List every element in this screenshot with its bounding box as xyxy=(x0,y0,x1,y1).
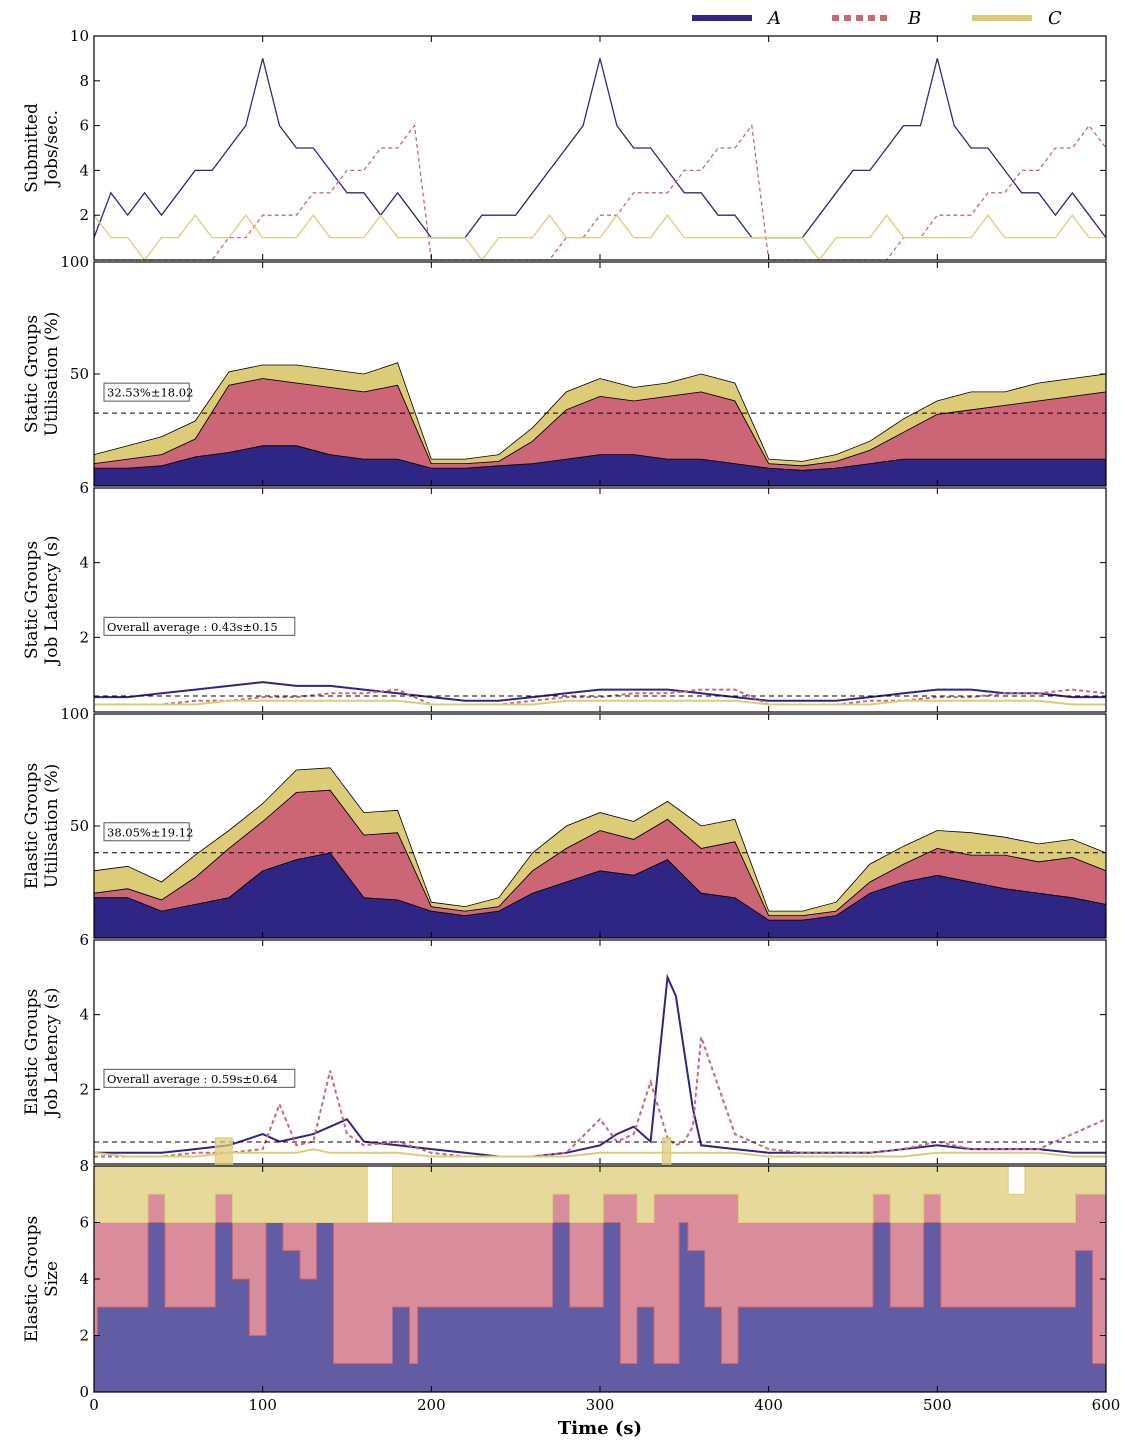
y-tick-label: 6 xyxy=(79,931,89,949)
annotation-text: Overall average : 0.43s±0.15 xyxy=(107,620,278,634)
y-tick-label: 8 xyxy=(79,1157,89,1175)
series-a-line xyxy=(94,681,1106,702)
x-tick-label: 200 xyxy=(417,1396,446,1414)
y-axis-label-line1: Elastic Groups xyxy=(22,1216,42,1342)
annotation-box xyxy=(103,382,190,402)
panel-elastic_size: 0 2 4 6 8 Elastic Groups Size xyxy=(22,1137,1107,1401)
series-c-area xyxy=(93,1137,1107,1223)
x-tick-label: 0 xyxy=(89,1396,99,1414)
panel-frame xyxy=(93,487,1107,713)
y-tick-label: 4 xyxy=(79,1006,89,1024)
y-tick-label: 6 xyxy=(79,479,89,497)
legend: A B C xyxy=(692,8,1062,29)
y-axis-label-line1: Elastic Groups xyxy=(22,989,42,1115)
y-axis-label: Elastic Groups Size xyxy=(22,1216,62,1342)
y-tick-label: 4 xyxy=(79,161,89,179)
x-tick-label: 500 xyxy=(923,1396,952,1414)
panel-static_latency: Overall average : 0.43s±0.15 2 4 6 Static Gr… xyxy=(22,479,1107,713)
x-tick-label: 300 xyxy=(586,1396,615,1414)
series-c-line xyxy=(94,699,1106,706)
panel-static_util: 32.53%±18.02 50 100 Static Groups Utilisatio… xyxy=(22,253,1107,487)
y-axis-label-line2: Utilisation (%) xyxy=(42,764,62,889)
panel-frame xyxy=(93,939,1107,1165)
y-axis-label-line2: Job Latency (s) xyxy=(42,987,62,1118)
panel-elastic_latency: Overall average : 0.59s±0.64 2 4 6 Elastic G… xyxy=(22,931,1107,1165)
y-tick-label: 8 xyxy=(79,72,89,90)
x-tick-label: 600 xyxy=(1092,1396,1121,1414)
x-tick-label: 400 xyxy=(754,1396,783,1414)
legend-label-a: A xyxy=(766,8,781,29)
y-tick-label: 100 xyxy=(60,253,89,271)
y-axis-label-line1: Elastic Groups xyxy=(22,763,42,889)
annotation-box xyxy=(103,822,190,842)
y-axis-label-line2: Utilisation (%) xyxy=(42,312,62,437)
y-axis-label: Elastic Groups Utilisation (%) xyxy=(22,763,62,889)
annotation-text: 32.53%±18.02 xyxy=(107,386,193,400)
y-tick-label: 2 xyxy=(79,628,89,646)
series-b-line xyxy=(94,1036,1107,1158)
y-axis-label: Static Groups Utilisation (%) xyxy=(22,312,62,437)
y-tick-label: 2 xyxy=(79,206,89,224)
series-c-line xyxy=(93,1148,1106,1158)
y-axis-label: Submitted Jobs/sec. xyxy=(22,103,62,193)
y-tick-label: 10 xyxy=(70,27,89,45)
y-tick-label: 100 xyxy=(60,705,89,723)
y-axis-label: Elastic Groups Job Latency (s) xyxy=(22,987,62,1118)
legend-label-c: C xyxy=(1048,8,1062,29)
x-tick-label: 100 xyxy=(248,1396,277,1414)
y-tick-label: 6 xyxy=(79,117,89,135)
legend-label-b: B xyxy=(907,8,921,29)
panel-frame xyxy=(93,35,1107,261)
y-tick-label: 4 xyxy=(79,554,89,572)
y-axis-label-line2: Jobs/sec. xyxy=(42,110,62,188)
y-tick-label: 0 xyxy=(79,1383,89,1401)
y-tick-label: 2 xyxy=(79,1080,89,1098)
panel-elastic_util: 38.05%±19.12 50 100 Elastic Groups Utilisati… xyxy=(22,705,1107,939)
y-tick-label: 2 xyxy=(79,1327,89,1345)
y-tick-label: 50 xyxy=(70,817,89,835)
series-a-line xyxy=(93,58,1107,239)
series-a-line xyxy=(94,973,1106,1158)
y-axis-label: Static Groups Job Latency (s) xyxy=(22,535,62,666)
series-b-line xyxy=(94,123,1107,261)
y-axis-label-line1: Submitted xyxy=(22,103,42,193)
y-axis-label-line2: Size xyxy=(42,1261,62,1297)
y-tick-label: 6 xyxy=(79,1214,89,1232)
annotation-text: Overall average : 0.59s±0.64 xyxy=(107,1072,278,1086)
y-axis-label-line1: Static Groups xyxy=(22,315,42,433)
y-axis-label-line1: Static Groups xyxy=(22,541,42,659)
y-axis-label-line2: Job Latency (s) xyxy=(42,535,62,666)
annotation-text: 38.05%±19.12 xyxy=(107,825,193,839)
panel-submitted: 2 4 6 8 10 Submitted Jobs/sec. xyxy=(22,27,1107,262)
annotation-box xyxy=(103,616,296,636)
annotation-box xyxy=(103,1068,296,1088)
series-b-line xyxy=(94,688,1107,706)
x-axis-label: Time (s) xyxy=(558,1418,642,1439)
series-c-line xyxy=(93,214,1106,262)
y-tick-label: 50 xyxy=(70,365,89,383)
y-tick-label: 4 xyxy=(79,1270,89,1288)
